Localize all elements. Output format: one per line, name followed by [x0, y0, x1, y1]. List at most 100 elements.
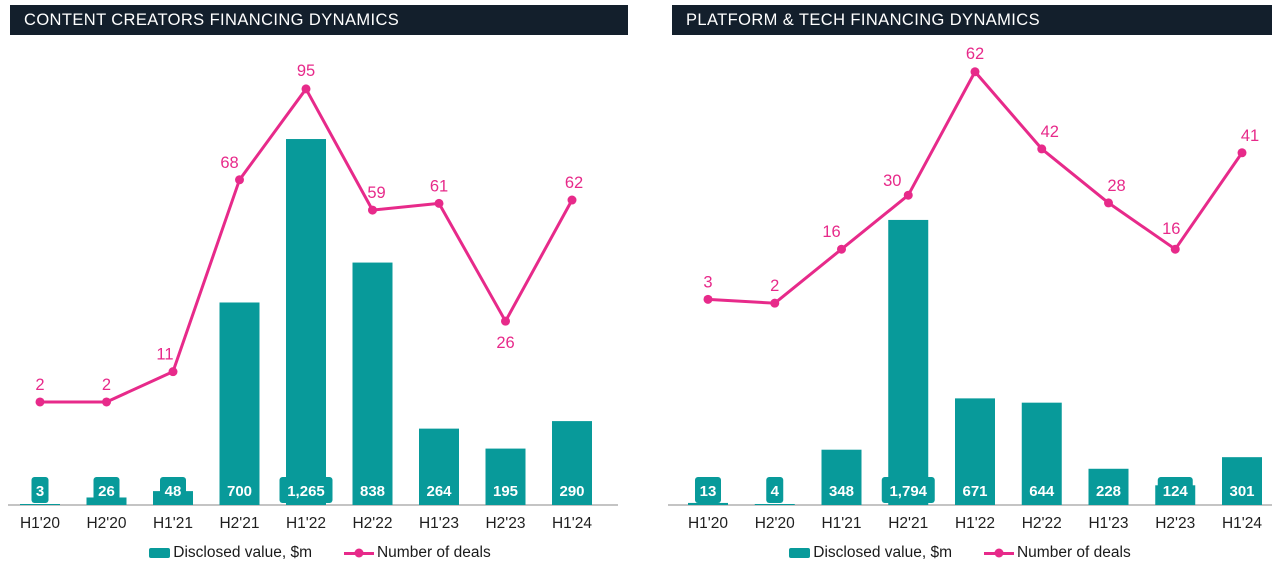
x-axis-label: H1'21	[821, 515, 861, 532]
x-axis-label: H1'20	[20, 515, 60, 532]
bar-value-label: 48	[165, 483, 182, 500]
bar-value-chip	[1024, 477, 1060, 503]
bar-value-label: 1,794	[889, 483, 927, 500]
bar-value-chip	[881, 477, 935, 503]
legend-item-disclosed-value: Disclosed value, $m	[789, 544, 952, 562]
x-axis-label: H1'23	[419, 515, 459, 532]
deals-value-label: 16	[1162, 220, 1180, 238]
bar-value-chip	[488, 477, 523, 503]
legend: Disclosed value, $m Number of deals	[0, 544, 640, 562]
bar-value-label: 348	[829, 483, 854, 500]
deals-point	[35, 397, 45, 407]
bar-value-label: 195	[493, 483, 518, 500]
bar-value-chip	[31, 477, 49, 503]
bar-value-chip	[554, 477, 590, 503]
bar-legend-label: Disclosed value, $m	[173, 544, 312, 561]
bar-legend-label: Disclosed value, $m	[813, 544, 952, 561]
deals-value-label: 26	[496, 334, 514, 352]
x-axis-label: H1'22	[955, 515, 995, 532]
bar-H2'21	[219, 302, 260, 505]
bar-value-label: 644	[1029, 483, 1055, 500]
bar-H2'21	[888, 219, 929, 505]
x-axis-label: H1'20	[688, 515, 728, 532]
deals-point	[1170, 244, 1180, 254]
bar-value-chip	[279, 477, 333, 503]
deals-value-label: 41	[1241, 127, 1259, 145]
deals-line	[706, 70, 1244, 305]
bar-value-label: 1,265	[287, 483, 325, 500]
deals-value-label: 2	[35, 376, 44, 394]
deals-point	[235, 175, 244, 185]
chart-title: PLATFORM & TECH FINANCING DYNAMICS	[686, 11, 1041, 29]
bar-value-chip	[421, 477, 457, 503]
bar-value-label: 838	[360, 483, 385, 500]
deals-point	[434, 198, 444, 208]
deals-value-label: 16	[822, 223, 840, 241]
bar-value-chip	[1091, 477, 1126, 503]
deals-value-label: 61	[430, 177, 448, 195]
legend-item-number-of-deals: Number of deals	[983, 544, 1131, 562]
legend-item-disclosed-value: Disclosed value, $m	[149, 544, 312, 562]
bar-value-chip	[1224, 477, 1260, 503]
x-axis-label: H2'20	[755, 515, 795, 532]
bar-value-label: 3	[36, 483, 44, 500]
bar-value-label: 264	[426, 483, 452, 500]
bar-value-chip	[160, 477, 186, 503]
deals-point	[567, 195, 577, 205]
combo-chart-svg: 3 H1'20 26 H2'20 48 H1'21 700 H2'21 1,265 H1'22 83…	[8, 62, 618, 532]
deals-point	[501, 316, 510, 326]
bar-value-label: 26	[98, 483, 115, 500]
deals-point	[903, 190, 913, 200]
deals-value-label: 42	[1041, 123, 1059, 141]
line-legend-dot-icon	[354, 548, 364, 558]
x-axis-label: H2'21	[888, 515, 928, 532]
deals-value-label: 3	[703, 273, 712, 291]
bar-H2'22	[352, 262, 393, 505]
deals-value-label: 68	[220, 154, 238, 172]
bar-value-label: 290	[559, 483, 584, 500]
deals-point	[703, 294, 713, 304]
deals-point	[368, 205, 377, 215]
line-legend-dot-icon	[994, 548, 1004, 558]
chart-content-creators: CONTENT CREATORS FINANCING DYNAMICS 3 H1'…	[0, 5, 640, 562]
deals-point	[770, 298, 780, 308]
bar-value-chip	[957, 477, 993, 503]
x-axis-label: H2'22	[352, 515, 392, 532]
bar-value-chip	[222, 477, 257, 503]
chart-title-bar: CONTENT CREATORS FINANCING DYNAMICS	[10, 5, 628, 35]
bar-value-label: 228	[1096, 483, 1121, 500]
x-axis-label: H2'23	[1155, 515, 1195, 532]
bar-value-label: 13	[700, 483, 717, 500]
x-axis-label: H1'22	[286, 515, 326, 532]
line-legend-label: Number of deals	[1016, 544, 1131, 561]
chart-title-bar: PLATFORM & TECH FINANCING DYNAMICS	[672, 5, 1272, 35]
deals-value-label: 11	[156, 346, 173, 364]
deals-value-label: 62	[565, 174, 583, 192]
deals-value-label: 30	[883, 172, 901, 190]
bar-value-label: 124	[1163, 483, 1189, 500]
deals-value-label: 2	[770, 277, 779, 295]
deals-value-label: 2	[102, 376, 111, 394]
deals-point	[102, 397, 111, 407]
deals-point	[837, 244, 846, 254]
bar-legend-swatch-icon	[789, 548, 811, 558]
deals-point	[1237, 148, 1247, 158]
bar-legend-swatch-icon	[149, 548, 171, 558]
x-axis-label: H2'22	[1022, 515, 1062, 532]
x-axis-label: H2'21	[219, 515, 259, 532]
legend: Disclosed value, $m Number of deals	[640, 544, 1280, 562]
bar-value-chip	[766, 477, 784, 503]
deals-point	[168, 367, 178, 377]
x-axis-label: H2'23	[485, 515, 525, 532]
line-legend-swatch-icon	[983, 548, 1014, 558]
deals-point	[301, 84, 311, 94]
line-legend-swatch-icon	[343, 548, 374, 558]
x-axis-label: H1'24	[552, 515, 592, 532]
deals-value-label: 62	[966, 45, 984, 63]
bar-value-chip	[824, 477, 859, 503]
chart-title: CONTENT CREATORS FINANCING DYNAMICS	[24, 11, 400, 29]
bar-value-chip	[695, 477, 721, 503]
combo-chart-svg: 13 H1'20 4 H2'20 348 H1'21 1,794 H2'21 671 H1'22 6…	[668, 45, 1272, 532]
deals-point	[1104, 198, 1113, 208]
